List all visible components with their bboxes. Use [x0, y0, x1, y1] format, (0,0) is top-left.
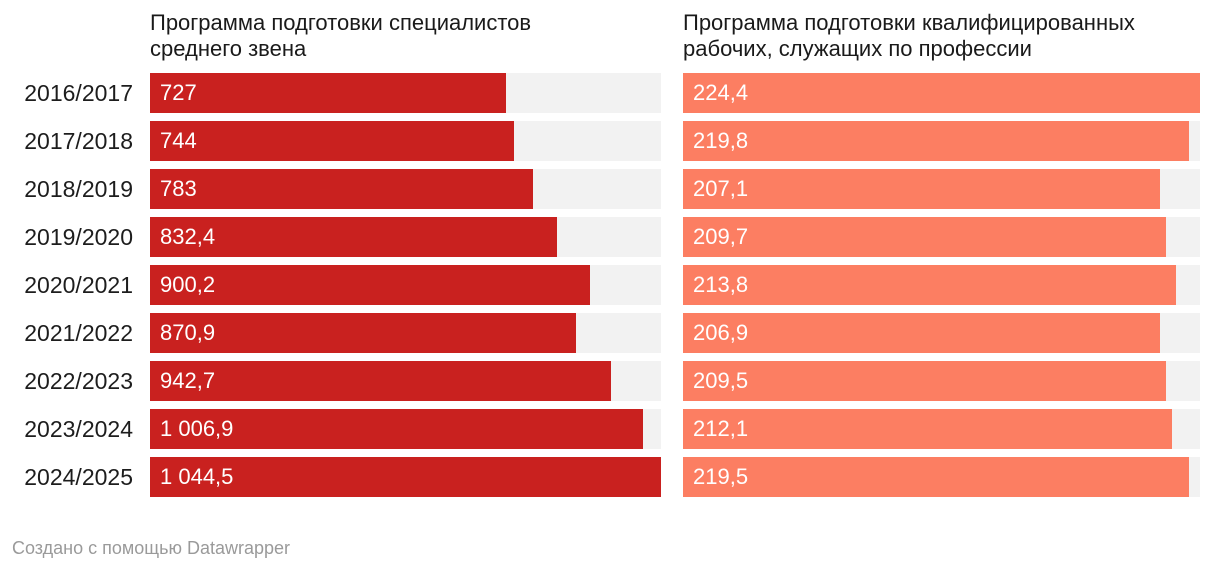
column-spacer: [661, 409, 683, 449]
bar-track-right: 207,1: [683, 169, 1200, 209]
chart-row: 2016/2017 727 224,4: [0, 73, 1220, 113]
column-spacer: [661, 169, 683, 209]
column-spacer: [661, 457, 683, 497]
column-headers: Программа подготовки специалистов средне…: [0, 0, 1220, 62]
bar-track-right: 219,5: [683, 457, 1200, 497]
column-gap: [661, 10, 683, 62]
row-label-year: 2024/2025: [24, 464, 133, 490]
column-header-specialists: Программа подготовки специалистов средне…: [150, 10, 532, 61]
column-spacer: [661, 217, 683, 257]
bar-value-label-right: 212,1: [693, 416, 749, 441]
row-label-year: 2021/2022: [24, 320, 133, 346]
bar-specialists: 1 044,5: [150, 457, 661, 497]
bar-value-label-right: 209,5: [693, 368, 749, 393]
row-label-year: 2019/2020: [24, 224, 133, 250]
bar-specialists: 870,9: [150, 313, 577, 353]
bar-track-left: 942,7: [150, 361, 661, 401]
bar-value-label-left: 870,9: [160, 320, 216, 345]
chart-row: 2018/2019 783 207,1: [0, 169, 1220, 209]
bar-value-label-left: 900,2: [160, 272, 216, 297]
bar-workers: 207,1: [683, 169, 1161, 209]
bar-value-label-left: 832,4: [160, 224, 216, 249]
attribution: Создано с помощью Datawrapper: [0, 538, 1220, 559]
bar-track-right: 213,8: [683, 265, 1200, 305]
column-spacer: [661, 121, 683, 161]
bar-value-label-right: 213,8: [693, 272, 749, 297]
bar-value-label-right: 206,9: [693, 320, 749, 345]
row-label-year: 2018/2019: [24, 176, 133, 202]
chart-row: 2022/2023 942,7 209,5: [0, 361, 1220, 401]
bar-specialists: 744: [150, 121, 514, 161]
chart-row: 2021/2022 870,9 206,9: [0, 313, 1220, 353]
bar-track-right: 212,1: [683, 409, 1200, 449]
datawrapper-attribution-link[interactable]: Создано с помощью Datawrapper: [12, 538, 291, 558]
chart-rows: 2016/2017 727 224,4 2017/2018 744: [0, 73, 1220, 497]
bar-track-left: 870,9: [150, 313, 661, 353]
row-label-year: 2017/2018: [24, 128, 133, 154]
bar-track-left: 783: [150, 169, 661, 209]
row-label-year: 2023/2024: [24, 416, 133, 442]
chart-row: 2019/2020 832,4 209,7: [0, 217, 1220, 257]
chart-row: 2017/2018 744 219,8: [0, 121, 1220, 161]
bar-track-left: 832,4: [150, 217, 661, 257]
bar-workers: 209,5: [683, 361, 1166, 401]
bar-track-right: 219,8: [683, 121, 1200, 161]
bar-track-right: 209,7: [683, 217, 1200, 257]
bar-track-right: 206,9: [683, 313, 1200, 353]
bar-workers: 224,4: [683, 73, 1200, 113]
bar-track-left: 1 006,9: [150, 409, 661, 449]
row-label-year: 2022/2023: [24, 368, 133, 394]
bar-specialists: 832,4: [150, 217, 558, 257]
bar-specialists: 900,2: [150, 265, 591, 305]
bar-specialists: 727: [150, 73, 506, 113]
column-spacer: [661, 265, 683, 305]
column-header-workers: Программа подготовки квалифицированных р…: [683, 10, 1135, 61]
bar-track-right: 224,4: [683, 73, 1200, 113]
bar-workers: 209,7: [683, 217, 1167, 257]
header-spacer: [0, 10, 150, 62]
bar-value-label-right: 209,7: [693, 224, 749, 249]
bar-workers: 206,9: [683, 313, 1160, 353]
chart-row: 2023/2024 1 006,9 212,1: [0, 409, 1220, 449]
chart-row: 2024/2025 1 044,5 219,5: [0, 457, 1220, 497]
bar-specialists: 942,7: [150, 361, 612, 401]
bar-specialists: 783: [150, 169, 534, 209]
bar-workers: 219,8: [683, 121, 1190, 161]
bar-value-label-left: 1 044,5: [160, 464, 234, 489]
column-spacer: [661, 73, 683, 113]
bar-value-label-left: 1 006,9: [160, 416, 234, 441]
bar-workers: 213,8: [683, 265, 1176, 305]
column-spacer: [661, 361, 683, 401]
bar-track-left: 744: [150, 121, 661, 161]
bar-value-label-left: 942,7: [160, 368, 216, 393]
bar-value-label-left: 727: [160, 80, 197, 105]
bar-value-label-right: 219,8: [693, 128, 749, 153]
chart-row: 2020/2021 900,2 213,8: [0, 265, 1220, 305]
bar-workers: 212,1: [683, 409, 1172, 449]
bar-value-label-right: 207,1: [693, 176, 749, 201]
bar-specialists: 1 006,9: [150, 409, 643, 449]
bar-value-label-right: 219,5: [693, 464, 749, 489]
bar-value-label-right: 224,4: [693, 80, 749, 105]
row-label-year: 2020/2021: [24, 272, 133, 298]
bar-track-left: 727: [150, 73, 661, 113]
column-spacer: [661, 313, 683, 353]
bar-workers: 219,5: [683, 457, 1189, 497]
bar-track-left: 900,2: [150, 265, 661, 305]
bar-track-left: 1 044,5: [150, 457, 661, 497]
bar-track-right: 209,5: [683, 361, 1200, 401]
bar-value-label-left: 744: [160, 128, 197, 153]
row-label-year: 2016/2017: [24, 80, 133, 106]
bar-value-label-left: 783: [160, 176, 197, 201]
